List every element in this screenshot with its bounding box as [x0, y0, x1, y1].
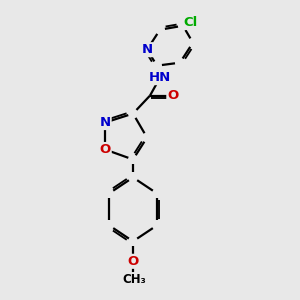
Text: CH₃: CH₃	[122, 273, 146, 286]
Text: Cl: Cl	[184, 16, 198, 29]
Text: O: O	[100, 143, 111, 156]
Text: N: N	[141, 43, 153, 56]
Text: HN: HN	[149, 71, 171, 84]
Text: N: N	[100, 116, 111, 129]
Text: O: O	[167, 89, 178, 102]
Text: O: O	[128, 255, 139, 268]
